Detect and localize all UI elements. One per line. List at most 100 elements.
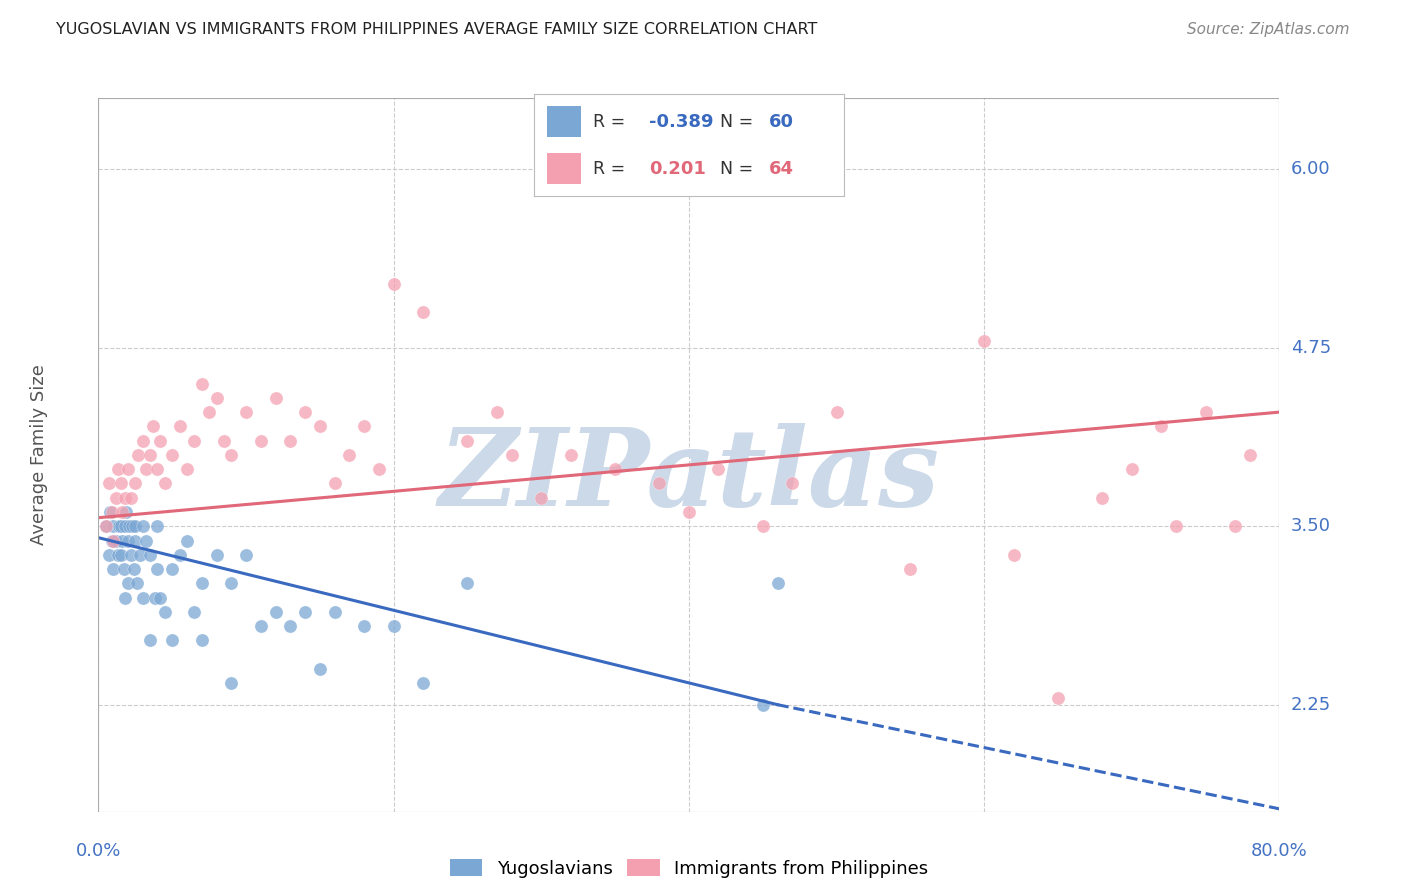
Point [1195, 405, 1218, 419]
Point [120, 548, 142, 562]
Point [142, 419, 165, 434]
Point [111, 505, 134, 519]
Point [176, 533, 198, 548]
Point [191, 633, 214, 648]
Point [132, 591, 155, 605]
Point [135, 533, 157, 548]
Point [120, 491, 142, 505]
Point [183, 434, 205, 448]
Point [139, 448, 162, 462]
Point [264, 605, 287, 619]
Text: 0.201: 0.201 [648, 160, 706, 178]
Text: R =: R = [593, 113, 631, 131]
Point [337, 448, 360, 462]
Text: 60: 60 [769, 113, 794, 131]
Point [135, 462, 157, 476]
Point [751, 698, 773, 712]
Point [456, 576, 478, 591]
Point [153, 476, 176, 491]
Point [111, 533, 134, 548]
Text: N =: N = [720, 113, 759, 131]
Point [198, 405, 221, 419]
Point [114, 519, 136, 533]
Point [1046, 690, 1069, 705]
Point [176, 462, 198, 476]
Point [162, 448, 183, 462]
Point [143, 591, 166, 605]
Point [98, 505, 121, 519]
Point [114, 491, 136, 505]
Text: YUGOSLAVIAN VS IMMIGRANTS FROM PHILIPPINES AVERAGE FAMILY SIZE CORRELATION CHART: YUGOSLAVIAN VS IMMIGRANTS FROM PHILIPPIN… [56, 22, 818, 37]
Point [530, 491, 553, 505]
Point [353, 419, 375, 434]
Point [212, 434, 235, 448]
Point [132, 519, 155, 533]
Point [191, 576, 214, 591]
Point [264, 391, 287, 405]
Point [139, 548, 162, 562]
Point [751, 519, 773, 533]
Point [125, 576, 148, 591]
Point [107, 548, 129, 562]
Point [103, 562, 125, 576]
Point [648, 476, 671, 491]
Point [169, 419, 191, 434]
Point [127, 448, 149, 462]
Point [309, 419, 332, 434]
Point [278, 619, 302, 633]
Point [94, 519, 117, 533]
Point [235, 405, 257, 419]
Point [205, 391, 228, 405]
Point [169, 548, 191, 562]
Point [235, 548, 257, 562]
Point [103, 533, 125, 548]
Point [100, 533, 122, 548]
Point [146, 562, 169, 576]
Point [1164, 519, 1187, 533]
Point [250, 619, 273, 633]
Point [117, 576, 139, 591]
Point [219, 676, 242, 690]
Text: ZIPatlas: ZIPatlas [439, 424, 939, 529]
Text: N =: N = [720, 160, 759, 178]
Point [368, 462, 391, 476]
Point [118, 519, 141, 533]
Point [114, 591, 136, 605]
Point [108, 519, 131, 533]
Point [294, 605, 316, 619]
Point [1239, 448, 1261, 462]
Point [782, 476, 804, 491]
Point [1091, 491, 1114, 505]
Text: R =: R = [593, 160, 637, 178]
Point [825, 405, 848, 419]
Point [605, 462, 627, 476]
Point [412, 305, 434, 319]
Point [117, 533, 139, 548]
Point [707, 462, 730, 476]
Point [97, 548, 120, 562]
Text: Source: ZipAtlas.com: Source: ZipAtlas.com [1187, 22, 1350, 37]
Point [115, 505, 138, 519]
Point [139, 633, 162, 648]
Point [124, 519, 146, 533]
Point [124, 476, 146, 491]
Point [191, 376, 214, 391]
Point [105, 491, 128, 505]
Point [103, 519, 125, 533]
Point [110, 548, 132, 562]
Point [107, 462, 129, 476]
Point [382, 277, 405, 291]
Point [1223, 519, 1246, 533]
Point [1002, 548, 1025, 562]
Point [323, 476, 346, 491]
Point [205, 548, 228, 562]
Point [501, 448, 523, 462]
Point [110, 519, 132, 533]
Point [1121, 462, 1143, 476]
Point [486, 405, 509, 419]
Text: 0.0%: 0.0% [76, 842, 121, 860]
Point [100, 505, 122, 519]
Point [94, 519, 117, 533]
FancyBboxPatch shape [547, 153, 581, 184]
Text: 6.00: 6.00 [1291, 161, 1330, 178]
